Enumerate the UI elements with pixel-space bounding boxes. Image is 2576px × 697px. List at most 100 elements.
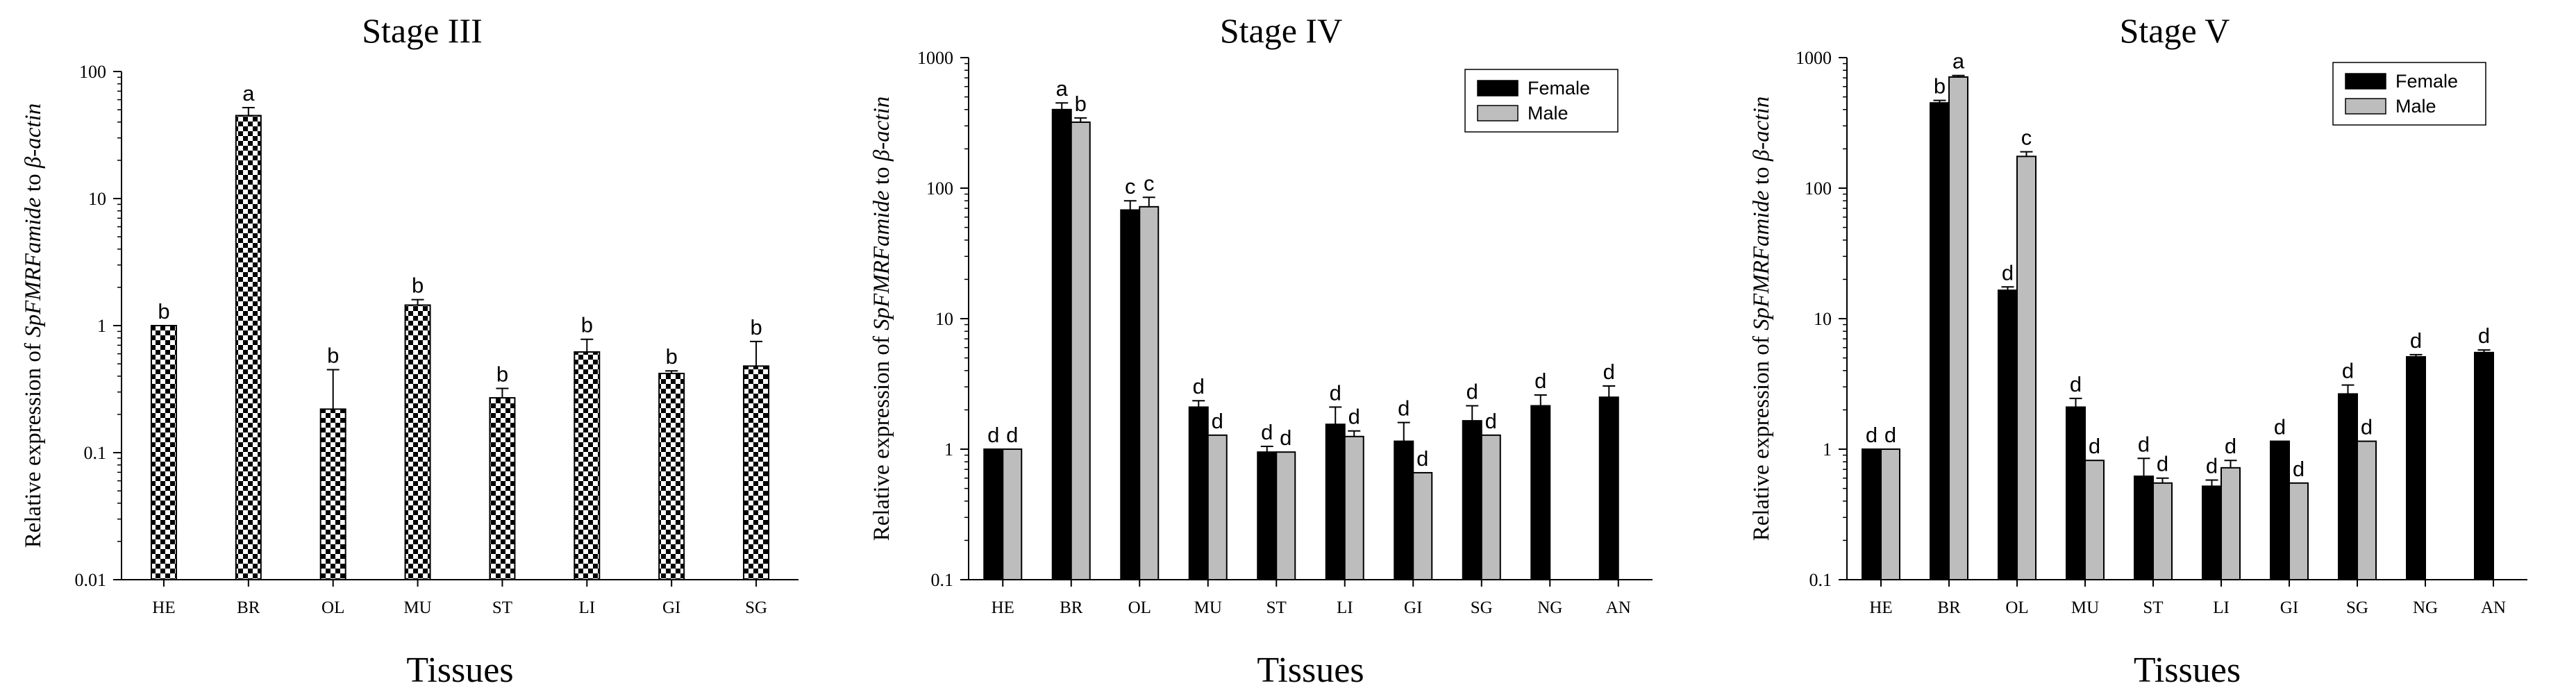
x-tick-label: OL — [2005, 598, 2028, 617]
significance-letter: a — [242, 81, 255, 106]
x-axis-title: Tissues — [2134, 650, 2241, 690]
y-tick-label: 10 — [1814, 309, 1832, 329]
legend-box — [1464, 69, 1619, 133]
bar-male — [2084, 460, 2105, 580]
bar-female — [1998, 289, 2018, 580]
y-tick-label: 0.01 — [75, 570, 107, 590]
bar-female — [1530, 405, 1551, 581]
bar-male — [1480, 434, 1501, 581]
significance-letter: d — [1416, 446, 1428, 471]
charts-container: Stage III Relative expression of SpFMRFam… — [21, 11, 2527, 690]
y-tick-label: 1 — [944, 439, 953, 460]
x-tick-label: SG — [2346, 598, 2368, 617]
x-tick-label: ST — [2143, 598, 2163, 617]
y-axis-label-part: SpFMRFamide — [21, 197, 46, 337]
bar-stage-iii — [319, 408, 346, 581]
significance-letter: d — [2089, 434, 2100, 458]
y-axis-label: Relative expression of SpFMRFamide to β-… — [869, 96, 894, 541]
bar-female — [1188, 406, 1209, 581]
significance-letter: d — [1466, 380, 1478, 404]
x-tick-label: NG — [1537, 598, 1562, 617]
x-tick-label: ST — [1266, 598, 1287, 617]
significance-letter: b — [1934, 74, 1946, 99]
chart-title: Stage III — [362, 11, 483, 50]
y-axis-label-part: to — [869, 161, 894, 190]
x-tick-label: GI — [1404, 598, 1422, 617]
significance-letter: d — [2293, 457, 2305, 481]
x-tick-label: MU — [403, 598, 431, 617]
y-tick-label: 0.1 — [931, 570, 954, 590]
x-tick-label: BR — [237, 598, 260, 617]
legend-box — [2332, 62, 2486, 126]
y-tick-label: 0.1 — [84, 443, 107, 463]
y-axis-label-part: to — [21, 168, 46, 197]
y-tick-label: 100 — [1805, 178, 1832, 199]
bar-stage-iii — [150, 325, 177, 580]
bar-male — [1139, 205, 1160, 581]
significance-letter: d — [2225, 434, 2236, 458]
y-axis-label: Relative expression of SpFMRFamide to β-… — [21, 103, 46, 548]
significance-letter: d — [987, 423, 999, 447]
bar-male — [1412, 471, 1433, 580]
legend-label-female: Female — [2395, 71, 2458, 92]
x-tick-label: MU — [1194, 598, 1222, 617]
bar-male — [1276, 451, 1296, 581]
y-axis-label-part: to — [1749, 161, 1774, 190]
y-axis-label-part: Relative expression of — [1749, 330, 1774, 541]
y-tick-label: 100 — [79, 62, 106, 82]
legend-label-male: Male — [1528, 103, 1569, 124]
bar-female — [2202, 485, 2222, 580]
significance-letter: b — [496, 362, 508, 387]
x-tick-label: LI — [2213, 598, 2230, 617]
significance-letter: d — [1006, 423, 1018, 447]
legend-label-female: Female — [1528, 78, 1590, 99]
bar-female — [1257, 451, 1278, 581]
legend-swatch-male — [1477, 105, 1519, 121]
y-axis-label-part: Relative expression of — [869, 330, 894, 541]
x-tick-label: GI — [2280, 598, 2298, 617]
legend-swatch-male — [2345, 98, 2386, 115]
significance-letter: d — [2478, 324, 2490, 348]
x-tick-label: OL — [321, 598, 344, 617]
bar-stage-iii — [489, 397, 516, 580]
bar-stage-iii — [235, 115, 262, 581]
significance-letter: d — [2138, 432, 2150, 456]
y-tick-label: 0.1 — [1809, 570, 1832, 590]
legend-swatch-female — [1477, 80, 1519, 96]
x-tick-label: NG — [2413, 598, 2438, 617]
significance-letter: d — [1212, 409, 1223, 433]
significance-letter: b — [412, 274, 424, 298]
significance-letter: d — [2361, 415, 2373, 439]
x-tick-label: LI — [579, 598, 596, 617]
bar-female — [2066, 406, 2086, 581]
y-tick-label: 1 — [97, 316, 106, 336]
y-tick-label: 10 — [88, 189, 106, 209]
significance-letter: d — [2342, 359, 2354, 383]
bar-male — [2357, 440, 2377, 580]
y-axis-label: Relative expression of SpFMRFamide to β-… — [1749, 96, 1774, 541]
legend-swatch-female — [2345, 73, 2386, 90]
significance-letter: d — [1348, 405, 1360, 429]
significance-letter: b — [1075, 92, 1087, 116]
significance-letter: d — [1193, 374, 1205, 398]
significance-letter: d — [2002, 260, 2014, 285]
bar-male — [1344, 435, 1364, 581]
significance-letter: d — [2274, 415, 2286, 439]
significance-letter: b — [581, 313, 593, 337]
significance-letter: d — [1603, 360, 1615, 384]
x-tick-label: SG — [1471, 598, 1493, 617]
bar-female — [2338, 393, 2358, 580]
significance-letter: d — [1884, 423, 1896, 447]
significance-letter: d — [2410, 328, 2422, 353]
chart-panel-3: Stage V Relative expression of SpFMRFamid… — [1749, 11, 2527, 690]
x-tick-label: ST — [492, 598, 512, 617]
significance-letter: b — [666, 344, 678, 369]
bar-stage-iii — [404, 304, 431, 580]
x-tick-label: HE — [992, 598, 1014, 617]
y-axis-label-part: β-actin — [869, 96, 894, 162]
y-tick-label: 100 — [926, 178, 953, 199]
bar-female — [1462, 420, 1482, 581]
bar-stage-iii — [658, 372, 685, 580]
bar-male — [2016, 156, 2036, 581]
